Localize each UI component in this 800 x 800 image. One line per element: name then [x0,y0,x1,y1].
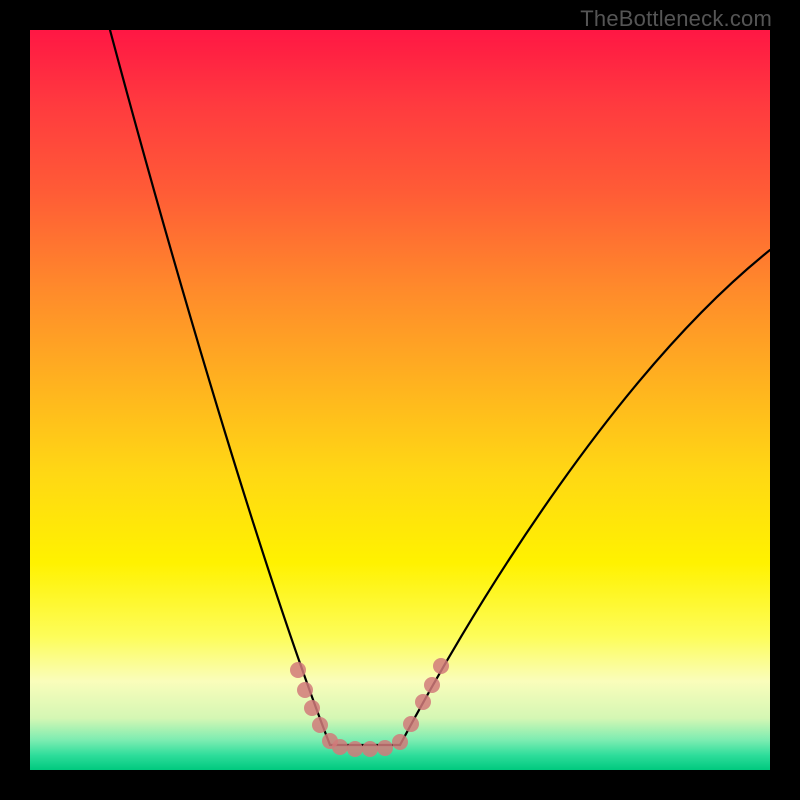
marker-point [377,740,393,756]
marker-point [403,716,419,732]
v-curve [110,30,770,745]
marker-point [312,717,328,733]
curve-layer [30,30,770,770]
marker-point [290,662,306,678]
marker-point [424,677,440,693]
watermark-text: TheBottleneck.com [580,6,772,32]
marker-point [362,741,378,757]
marker-point [392,734,408,750]
marker-point [433,658,449,674]
valley-markers [290,658,449,757]
plot-area [30,30,770,770]
marker-point [347,741,363,757]
marker-point [297,682,313,698]
marker-point [332,739,348,755]
marker-point [415,694,431,710]
marker-point [304,700,320,716]
